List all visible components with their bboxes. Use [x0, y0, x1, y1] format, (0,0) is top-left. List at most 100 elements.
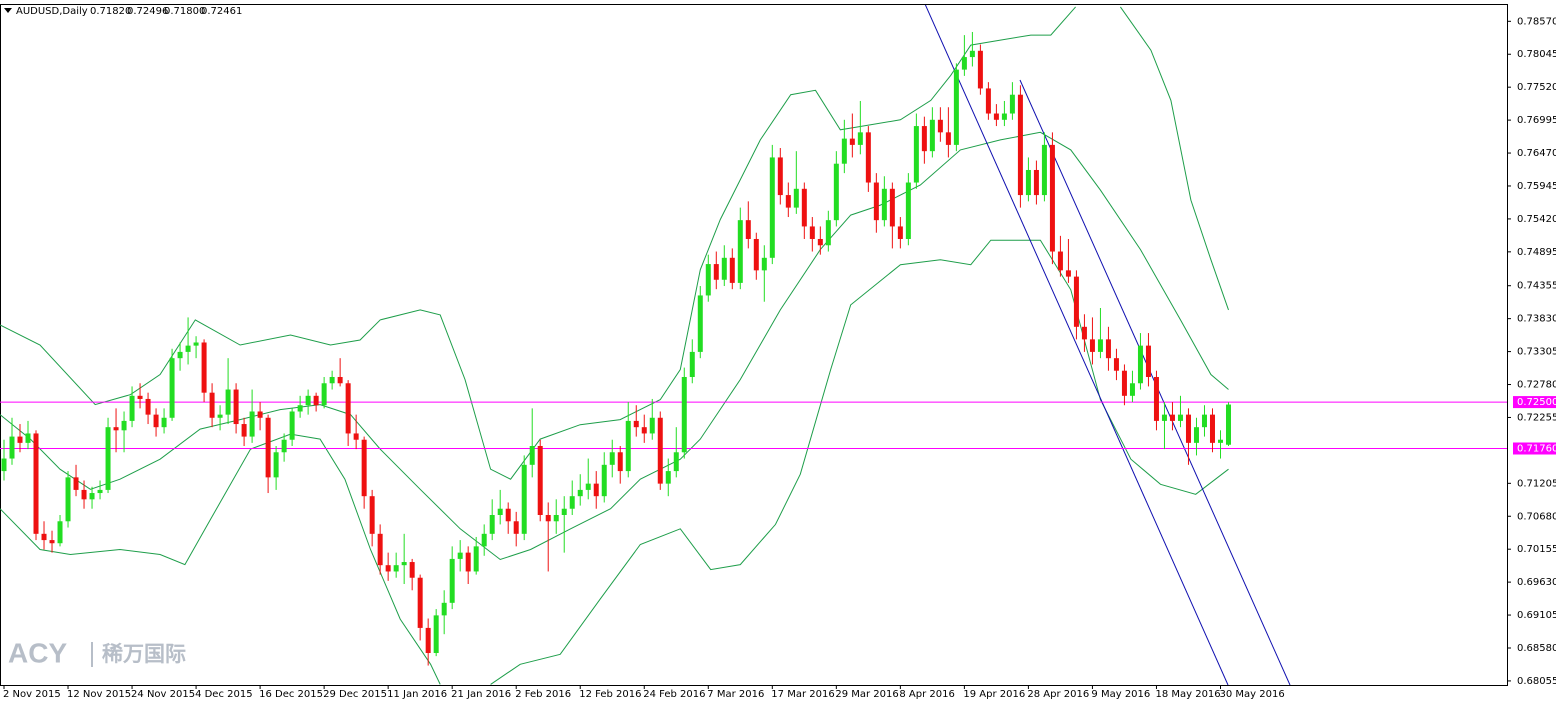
candle-body [401, 562, 407, 566]
chart-title: AUDUSD,Daily [16, 6, 88, 17]
candle-body [593, 483, 599, 497]
candle-body [1185, 414, 1191, 443]
menu-arrow[interactable] [4, 8, 12, 13]
candle-body [209, 392, 215, 418]
candle-body [257, 411, 263, 418]
candle-body [681, 376, 687, 453]
x-tick-label: 16 Dec 2015 [259, 689, 323, 700]
candle-body [129, 395, 135, 421]
candle-body [1177, 414, 1183, 421]
candle-body [841, 138, 847, 164]
candle-body [1193, 427, 1199, 443]
candle-body [761, 257, 767, 271]
candle-body [537, 445, 543, 515]
x-tick-label: 30 May 2016 [1219, 689, 1284, 700]
candle-body [233, 389, 239, 425]
y-tick-label: 0.69105 [1517, 610, 1556, 621]
candle-body [1081, 326, 1087, 340]
y-tick-label: 0.76470 [1517, 148, 1556, 159]
candle-body [1049, 144, 1055, 252]
candle-body [1001, 113, 1007, 120]
level-label-box [1513, 396, 1556, 409]
x-tick-label: 12 Feb 2016 [579, 689, 641, 700]
candle-body [521, 464, 527, 534]
candle-body [945, 132, 951, 145]
x-tick-label: 9 May 2016 [1091, 689, 1150, 700]
band-line [1119, 6, 1229, 311]
x-tick-label: 24 Feb 2016 [643, 689, 705, 700]
ohlc-open: 0.71820 [90, 6, 131, 17]
candle-body [121, 420, 127, 431]
x-tick-label: 2 Nov 2015 [3, 689, 61, 700]
candle-body [297, 405, 303, 412]
candle-body [289, 411, 295, 440]
candle-body [913, 126, 919, 183]
candle-body [553, 515, 559, 522]
y-tick-label: 0.75420 [1517, 214, 1556, 225]
x-tick-label: 29 Dec 2015 [323, 689, 387, 700]
y-tick-label: 0.78045 [1517, 49, 1556, 60]
y-tick-label: 0.76995 [1517, 115, 1556, 126]
candle-body [393, 565, 399, 572]
candle-body [73, 477, 79, 490]
level-label-box [1513, 442, 1556, 455]
candle-body [777, 157, 783, 196]
candle-body [985, 88, 991, 114]
candle-body [137, 395, 143, 399]
y-tick-label: 0.72780 [1517, 380, 1556, 391]
level-label: 0.71760 [1517, 444, 1556, 455]
candle-body [161, 417, 167, 428]
candle-body [457, 552, 463, 559]
x-tick-label: 8 Apr 2016 [899, 689, 954, 700]
x-tick-label: 24 Nov 2015 [131, 689, 195, 700]
candle-body [1009, 94, 1015, 114]
candle-body [785, 195, 791, 208]
candle-body [1161, 414, 1167, 421]
x-tick-label: 21 Jan 2016 [451, 689, 511, 700]
candle-body [745, 220, 751, 239]
candle-body [385, 565, 391, 572]
candle-body [697, 295, 703, 352]
candle-body [953, 69, 959, 145]
x-tick-label: 12 Nov 2015 [67, 689, 131, 700]
candle-body [977, 50, 983, 89]
candle-body [249, 411, 255, 437]
candle-body [657, 417, 663, 484]
watermark-text: 稀万国际 [102, 642, 186, 666]
candle-body [937, 119, 943, 133]
candle-body [1025, 169, 1031, 196]
candle-body [889, 188, 895, 227]
candle-body [481, 533, 487, 547]
candle-body [513, 521, 519, 534]
candle-body [425, 627, 431, 654]
candle-body [153, 414, 159, 428]
candle-body [769, 157, 775, 258]
channel-line [924, 5, 1229, 685]
candle-body [529, 445, 535, 465]
candle-body [241, 424, 247, 437]
ohlc-close: 0.72461 [201, 6, 242, 17]
x-tick-label: 2 Feb 2016 [515, 689, 571, 700]
band-line [0, 433, 441, 685]
candle-body [273, 452, 279, 478]
candle-body [321, 383, 327, 406]
candle-body [865, 132, 871, 183]
plot-frame [0, 4, 1508, 686]
candle-body [345, 383, 351, 434]
candle-body [497, 508, 503, 515]
candle-body [177, 351, 183, 359]
candle-body [1017, 94, 1023, 196]
candle-body [569, 496, 575, 509]
candle-body [1073, 276, 1079, 327]
candle-body [1121, 370, 1127, 396]
candle-body [817, 238, 823, 246]
candle-body [673, 452, 679, 472]
candle-body [409, 562, 415, 578]
candle-body [441, 602, 447, 616]
band-line [490, 239, 1229, 685]
y-tick-label: 0.74355 [1517, 281, 1556, 292]
candle-body [281, 439, 287, 453]
candle-body [601, 464, 607, 497]
candle-body [809, 226, 815, 239]
candle-body [793, 188, 799, 208]
